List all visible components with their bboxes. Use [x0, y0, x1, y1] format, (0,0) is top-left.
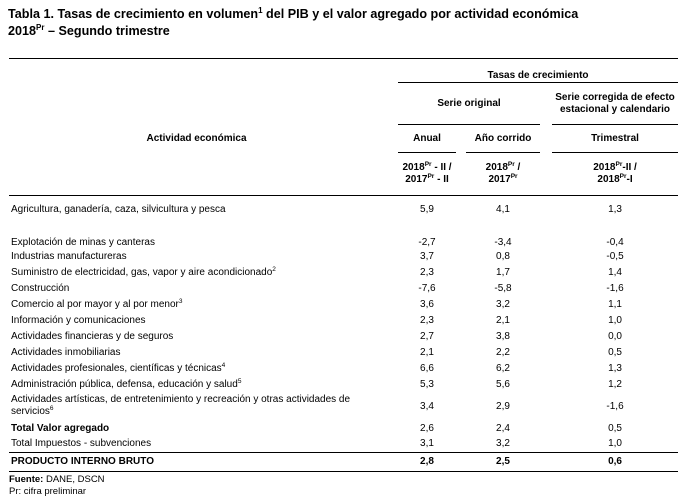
total-trimestral: 0,6: [552, 452, 679, 472]
cell-corrido: 3,2: [496, 298, 510, 310]
cell-trimestral: -0,4: [606, 237, 624, 248]
table-row: Suministro de electricidad, gas, vapor y…: [9, 264, 678, 280]
cell-anual: -2,7: [418, 237, 436, 248]
cell-corrido: 1,7: [496, 266, 510, 278]
cell-trimestral: 0,0: [608, 330, 622, 342]
table-row: Actividades profesionales, científicas y…: [9, 360, 678, 376]
cell-corrido: 3,2: [466, 436, 540, 453]
header-period-trimestral: 2018Pr-II / 2018Pr-I: [593, 160, 637, 185]
header-serie-corregida: Serie corregida de efecto estacional y c…: [552, 82, 679, 125]
row-label: Actividades inmobiliarias: [11, 346, 121, 358]
cell-corrido: 3,8: [496, 330, 510, 342]
total-row: PRODUCTO INTERNO BRUTO 2,8 2,5 0,6: [9, 452, 679, 472]
header-ano-corrido: Año corrido: [466, 124, 540, 153]
cell-anual: 6,6: [420, 362, 434, 374]
table-title: Tabla 1. Tasas de crecimiento en volumen…: [8, 6, 680, 40]
cell-anual: 2,1: [420, 346, 434, 358]
table-row: Administración pública, defensa, educaci…: [9, 376, 678, 392]
cell-trimestral: 1,3: [608, 362, 622, 374]
cell-anual: 5,3: [420, 378, 434, 390]
cell-trimestral: 1,3: [608, 204, 622, 216]
cell-anual: 2,3: [420, 266, 434, 278]
header-tasas: Tasas de crecimiento: [398, 58, 679, 83]
table-row: Explotación de minas y canteras -2,7 -3,…: [9, 224, 678, 248]
cell-corrido: 6,2: [496, 362, 510, 374]
row-label: Total Impuestos - subvenciones: [9, 436, 384, 453]
header-period-corrido: 2018Pr / 2017Pr: [485, 160, 521, 185]
cell-trimestral: -0,5: [606, 250, 624, 262]
cell-anual: 2,3: [420, 314, 434, 326]
cell-corrido: 0,8: [496, 250, 510, 262]
cell-trimestral: -1,6: [606, 400, 624, 412]
header-anual: Anual: [398, 124, 456, 153]
row-label: Actividades profesionales, científicas y…: [11, 361, 226, 374]
title-line-2: 2018Pr – Segundo trimestre: [8, 23, 170, 39]
table-row: Industrias manufactureras 3,7 0,8 -0,5: [9, 248, 678, 264]
row-label: Comercio al por mayor y al por menor3: [11, 297, 183, 310]
cell-anual: 3,7: [420, 250, 434, 262]
cell-anual: 5,9: [420, 204, 434, 216]
cell-corrido: 5,6: [496, 378, 510, 390]
total-anual: 2,8: [398, 452, 456, 472]
source-note: Fuente: DANE, DSCN: [9, 474, 105, 485]
table-row: Comercio al por mayor y al por menor3 3,…: [9, 296, 678, 312]
cell-anual: -7,6: [418, 282, 436, 294]
row-label: Industrias manufactureras: [11, 250, 127, 262]
cell-corrido: 4,1: [496, 204, 510, 216]
total-corrido: 2,5: [466, 452, 540, 472]
table-row: Actividades inmobiliarias 2,1 2,2 0,5: [9, 344, 678, 360]
table-row: Información y comunicaciones 2,3 2,1 1,0: [9, 312, 678, 328]
cell-anual: 3,4: [420, 400, 434, 412]
header-blank: [9, 58, 384, 83]
cell-corrido: 2,2: [496, 346, 510, 358]
table-body: Agricultura, ganadería, caza, silvicultu…: [9, 195, 679, 472]
preliminary-note: Pr: cifra preliminar: [9, 485, 87, 497]
cell-corrido: 2,1: [496, 314, 510, 326]
cell-corrido: 2,4: [496, 422, 510, 434]
cell-anual: 2,6: [420, 422, 434, 434]
cell-trimestral: 0,5: [608, 422, 622, 434]
row-label: Explotación de minas y canteras: [11, 237, 155, 248]
table-row: Total Impuestos - subvenciones 3,1 3,2 1…: [9, 436, 679, 453]
table-row: Agricultura, ganadería, caza, silvicultu…: [9, 195, 678, 224]
cell-trimestral: 1,0: [608, 314, 622, 326]
table-row: Actividades artísticas, de entretenimien…: [9, 392, 678, 420]
row-label: Agricultura, ganadería, caza, silvicultu…: [11, 204, 226, 216]
cell-anual: 3,1: [398, 436, 456, 453]
row-label: Construcción: [11, 282, 70, 294]
cell-corrido: -3,4: [494, 237, 512, 248]
cell-trimestral: 1,0: [552, 436, 679, 453]
cell-trimestral: -1,6: [606, 282, 624, 294]
header-trimestral: Trimestral: [552, 124, 679, 153]
cell-trimestral: 1,2: [608, 378, 622, 390]
total-label: PRODUCTO INTERNO BRUTO: [9, 452, 384, 472]
cell-corrido: -5,8: [494, 282, 512, 294]
title-line-1: Tabla 1. Tasas de crecimiento en volumen…: [8, 6, 579, 22]
row-label: Total Valor agregado: [11, 422, 110, 434]
cell-trimestral: 0,5: [608, 346, 622, 358]
cell-trimestral: 1,4: [608, 266, 622, 278]
cell-anual: 2,7: [420, 330, 434, 342]
table-row: Total Valor agregado 2,6 2,4 0,5: [9, 420, 678, 436]
row-label: Administración pública, defensa, educaci…: [11, 377, 242, 390]
growth-table: Tasas de crecimiento Actividad económica…: [9, 58, 679, 472]
cell-anual: 3,6: [420, 298, 434, 310]
header-period-anual: 2018Pr - II / 2017Pr - II: [402, 160, 452, 185]
row-label: Suministro de electricidad, gas, vapor y…: [11, 265, 276, 278]
table-row: Actividades financieras y de seguros 2,7…: [9, 328, 678, 344]
row-label: Actividades artísticas, de entretenimien…: [11, 394, 351, 417]
cell-corrido: 2,9: [496, 400, 510, 412]
row-label: Información y comunicaciones: [11, 314, 146, 326]
table-notes: Fuente: DANE, DSCN Pr: cifra preliminar: [9, 474, 105, 497]
row-label: Actividades financieras y de seguros: [11, 330, 174, 342]
header-serie-original: Serie original: [398, 82, 540, 125]
header-activity: Actividad económica: [146, 132, 247, 144]
cell-trimestral: 1,1: [608, 298, 622, 310]
table-row: Construcción -7,6 -5,8 -1,6: [9, 280, 678, 296]
